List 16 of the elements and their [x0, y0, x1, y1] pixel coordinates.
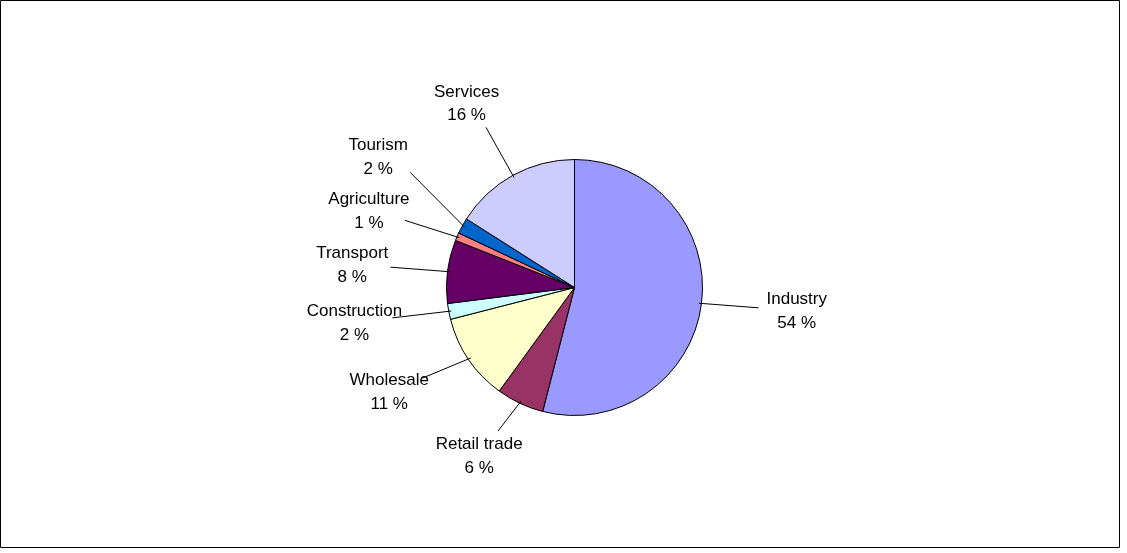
slice-label: Retail trade [435, 434, 523, 454]
slice-label: Services [433, 81, 500, 101]
slice-label: Agriculture [328, 189, 410, 209]
slice-label: Transport [316, 242, 389, 262]
data-label: 1 % [354, 212, 384, 232]
slice-label: Industry [766, 289, 828, 309]
data-label: 11 % [370, 394, 408, 414]
slice-label: Construction [306, 300, 403, 320]
slice-label: Wholesale [349, 370, 429, 390]
data-label: 6 % [464, 457, 494, 477]
data-label: 2 % [363, 159, 393, 179]
slice-label: Tourism [348, 135, 408, 155]
data-label: 16 % [447, 105, 486, 125]
data-label: 2 % [339, 324, 370, 344]
data-label: 8 % [337, 266, 367, 286]
data-label: 54 % [777, 313, 817, 333]
